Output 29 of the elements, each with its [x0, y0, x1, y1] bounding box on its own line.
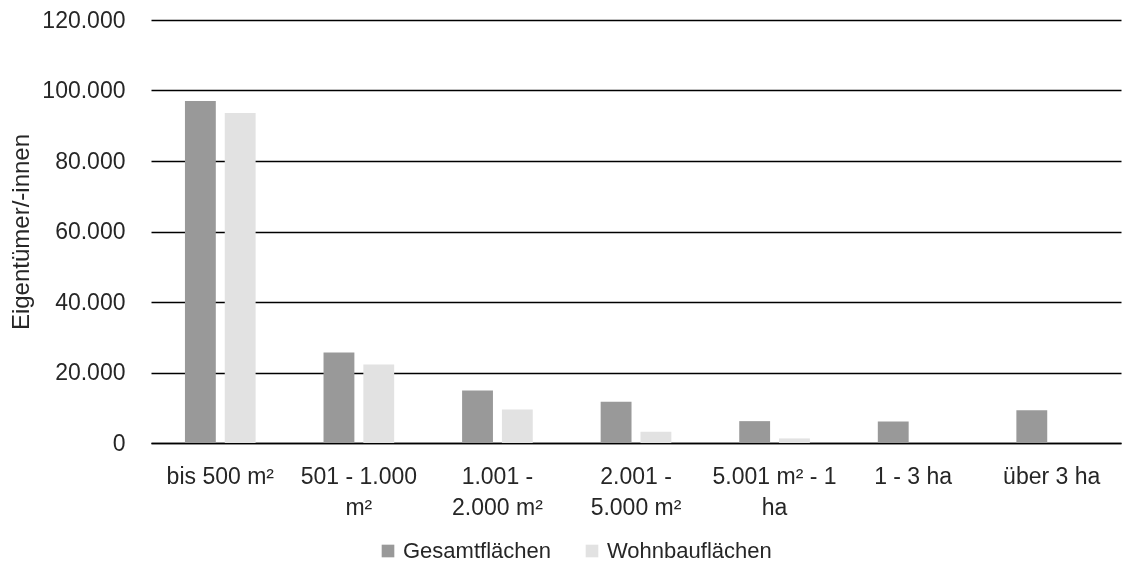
x-tick-label: 5.001 m² - 1 ha	[712, 462, 837, 520]
y-tick-label: 0	[112, 429, 126, 456]
bar	[600, 401, 632, 443]
bar	[877, 421, 909, 443]
x-tick-label: 501 - 1.000 m²	[300, 462, 418, 520]
y-tick-label: 60.000	[55, 218, 126, 244]
bar	[640, 431, 672, 443]
x-tick-label: 2.001 - 5.000 m²	[590, 462, 682, 520]
bar	[739, 421, 771, 443]
bar	[323, 352, 355, 443]
y-tick-label: 20.000	[55, 359, 126, 385]
y-tick-label: 40.000	[55, 288, 126, 315]
y-tick-label: 80.000	[55, 147, 126, 174]
bar	[184, 101, 216, 443]
x-tick-label: über 3 ha	[1003, 462, 1101, 489]
x-tick-label: 1 - 3 ha	[874, 462, 953, 489]
y-tick-label: 100.000	[42, 77, 126, 103]
x-tick-label: 1.001 - 2.000 m²	[452, 462, 544, 520]
y-tick-label: 120.000	[42, 6, 126, 33]
legend-label: Wohnbauflächen	[607, 538, 772, 563]
x-tick-label: bis 500 m²	[166, 462, 275, 489]
bar	[1016, 410, 1048, 443]
bar	[779, 438, 810, 443]
bar	[363, 364, 395, 443]
bar	[501, 409, 533, 443]
y-axis-title: Eigentümer/-innen	[7, 133, 35, 331]
bar	[462, 390, 493, 443]
legend-label: Gesamtflächen	[403, 538, 551, 563]
bar	[224, 113, 256, 443]
